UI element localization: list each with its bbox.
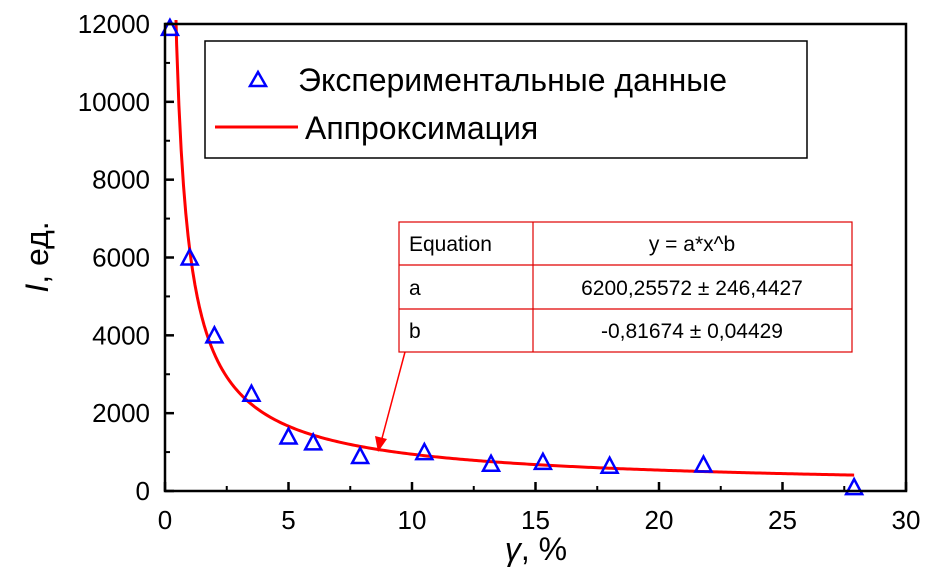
marker-layer — [159, 17, 865, 496]
x-axis-var: γ — [505, 531, 523, 567]
legend-label-experimental: Экспериментальные данные — [298, 62, 727, 98]
legend-label-fit: Аппроксимация — [305, 110, 538, 146]
y-ticks: 0 2000 4000 6000 8000 10000 12000 — [78, 9, 174, 506]
equation-param-b-value: -0,81674 ± 0,04429 — [601, 320, 783, 343]
data-point-marker — [414, 441, 435, 461]
data-point-marker — [532, 451, 553, 471]
y-tick-label: 2000 — [92, 398, 150, 428]
x-tick-label: 20 — [645, 505, 674, 535]
x-ticks: 0 5 10 15 20 25 30 — [158, 482, 921, 535]
fit-layer — [174, 20, 855, 477]
y-axis-title: I, ед. — [19, 221, 55, 292]
equation-header-formula: y = a*x^b — [649, 233, 735, 256]
equation-header-label: Equation — [409, 233, 492, 256]
data-point-marker — [303, 431, 324, 451]
x-tick-label: 15 — [521, 505, 550, 535]
x-axis-unit: , % — [521, 531, 567, 567]
data-point-marker — [241, 383, 262, 402]
x-tick-label: 5 — [281, 505, 295, 535]
data-point-marker — [350, 445, 371, 465]
legend-box — [204, 40, 808, 159]
equation-table: Equation y = a*x^b a 6200,25572 ± 246,44… — [398, 221, 853, 353]
y-tick-label: 6000 — [92, 243, 150, 273]
y-axis-var: I — [19, 284, 55, 293]
data-point-marker — [204, 324, 225, 344]
y-tick-label: 8000 — [92, 165, 150, 195]
data-point-marker — [693, 453, 714, 473]
equation-param-b-name: b — [409, 320, 421, 343]
y-tick-label: 10000 — [78, 87, 150, 117]
x-axis-title: γ, % — [505, 531, 567, 567]
legend: Экспериментальные данные Аппроксимация — [204, 40, 808, 159]
data-point-marker — [179, 246, 200, 266]
equation-param-a-name: a — [409, 277, 421, 300]
data-point-marker — [599, 455, 620, 474]
annotation-arrowhead — [375, 436, 387, 452]
x-tick-label: 0 — [158, 505, 172, 535]
x-tick-label: 10 — [398, 505, 427, 535]
data-point-marker — [844, 476, 865, 496]
equation-table-border — [398, 221, 853, 353]
data-point-marker — [278, 425, 299, 445]
annotation-arrow — [380, 351, 406, 443]
y-tick-label: 4000 — [92, 320, 150, 350]
fit-curve — [174, 20, 855, 477]
equation-param-a-value: 6200,25572 ± 246,4427 — [581, 277, 803, 300]
y-axis-unit: , ед. — [19, 221, 55, 283]
legend-triangle-marker — [247, 69, 269, 88]
x-tick-label: 25 — [768, 505, 797, 535]
y-tick-label: 0 — [136, 476, 150, 506]
y-tick-label: 12000 — [78, 9, 150, 39]
x-tick-label: 30 — [892, 505, 921, 535]
data-point-marker — [480, 453, 502, 473]
